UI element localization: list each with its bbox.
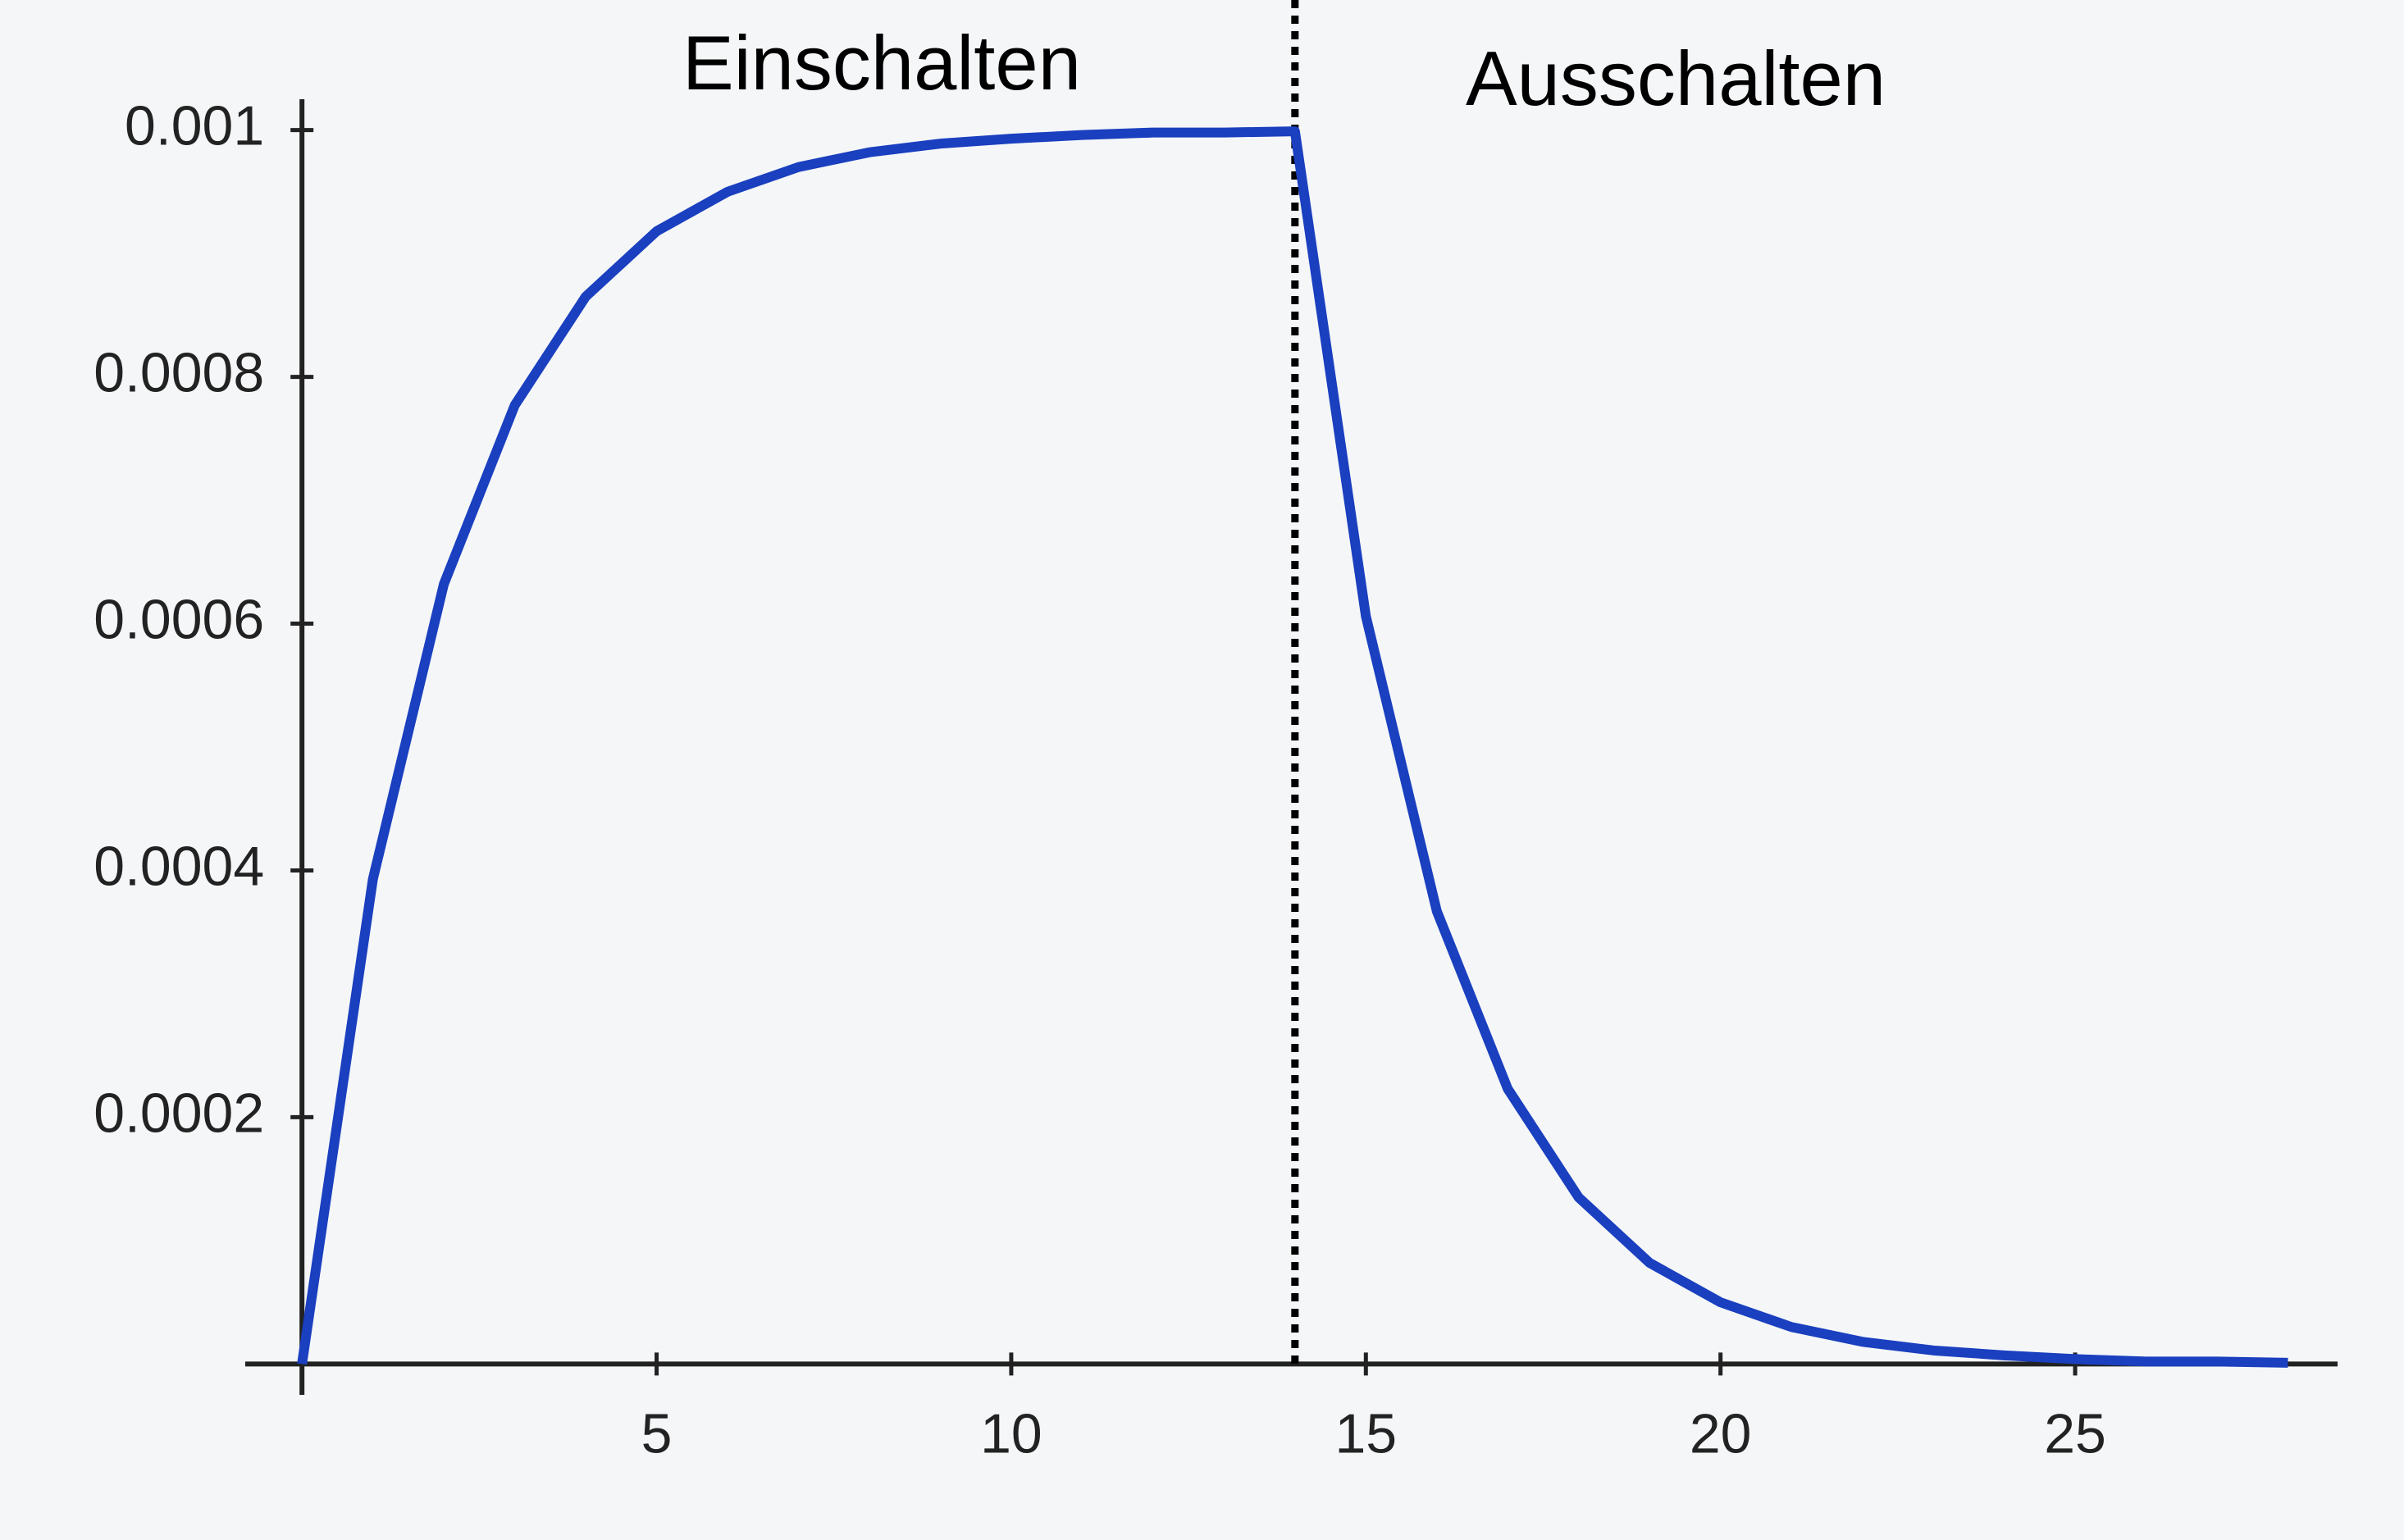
annotation: Ausschalten	[1466, 35, 1886, 121]
y-tick-label: 0.0002	[94, 1082, 264, 1144]
y-tick-label: 0.0008	[94, 342, 264, 404]
x-tick-label: 10	[980, 1402, 1042, 1465]
annotation: Einschalten	[682, 20, 1081, 106]
data-line	[297, 126, 2288, 1368]
x-tick-label: 20	[1690, 1402, 1752, 1465]
x-tick-label: 15	[1334, 1402, 1397, 1465]
x-tick-label: 5	[641, 1402, 673, 1465]
y-tick-label: 0.001	[125, 95, 264, 157]
y-tick-label: 0.0006	[94, 588, 264, 650]
y-tick-label: 0.0004	[94, 835, 264, 897]
x-tick-label: 25	[2044, 1402, 2106, 1465]
